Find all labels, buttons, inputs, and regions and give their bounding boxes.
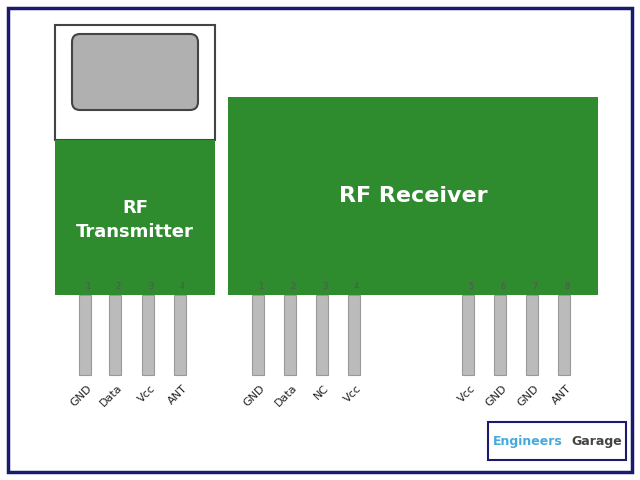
Text: 3: 3	[322, 282, 328, 291]
Bar	[526, 295, 538, 375]
Text: Data: Data	[98, 383, 124, 409]
Text: 5: 5	[468, 282, 473, 291]
Text: GND: GND	[484, 383, 509, 408]
Text: Vcc: Vcc	[456, 383, 477, 404]
Text: 2: 2	[290, 282, 295, 291]
Text: 4: 4	[180, 282, 185, 291]
Text: ANT: ANT	[550, 383, 573, 406]
Text: RF
Transmitter: RF Transmitter	[76, 199, 194, 241]
Bar	[284, 295, 296, 375]
Bar	[174, 295, 186, 375]
Text: 3: 3	[148, 282, 154, 291]
Text: ANT: ANT	[166, 383, 189, 406]
Bar	[558, 295, 570, 375]
Text: Engineers: Engineers	[493, 434, 563, 447]
Bar	[488, 422, 626, 460]
Text: GND: GND	[69, 383, 94, 408]
Text: 1: 1	[85, 282, 90, 291]
Bar	[109, 295, 121, 375]
Text: 6: 6	[500, 282, 506, 291]
Bar	[55, 25, 215, 140]
Text: 1: 1	[258, 282, 263, 291]
Bar	[252, 295, 264, 375]
Bar	[79, 295, 91, 375]
Text: Vcc: Vcc	[342, 383, 363, 404]
Text: 8: 8	[564, 282, 570, 291]
Text: Garage: Garage	[571, 434, 621, 447]
Bar	[228, 97, 598, 295]
Bar	[142, 295, 154, 375]
Text: 7: 7	[532, 282, 538, 291]
Text: 2: 2	[115, 282, 120, 291]
Text: Data: Data	[273, 383, 299, 409]
Bar	[316, 295, 328, 375]
Bar	[462, 295, 474, 375]
Bar	[348, 295, 360, 375]
Bar	[494, 295, 506, 375]
Text: GND: GND	[516, 383, 541, 408]
Text: 4: 4	[354, 282, 359, 291]
Text: GND: GND	[242, 383, 267, 408]
Text: NC: NC	[312, 383, 331, 401]
Bar	[55, 140, 215, 295]
Text: Vcc: Vcc	[136, 383, 157, 404]
Text: RF Receiver: RF Receiver	[339, 186, 487, 206]
FancyBboxPatch shape	[72, 34, 198, 110]
